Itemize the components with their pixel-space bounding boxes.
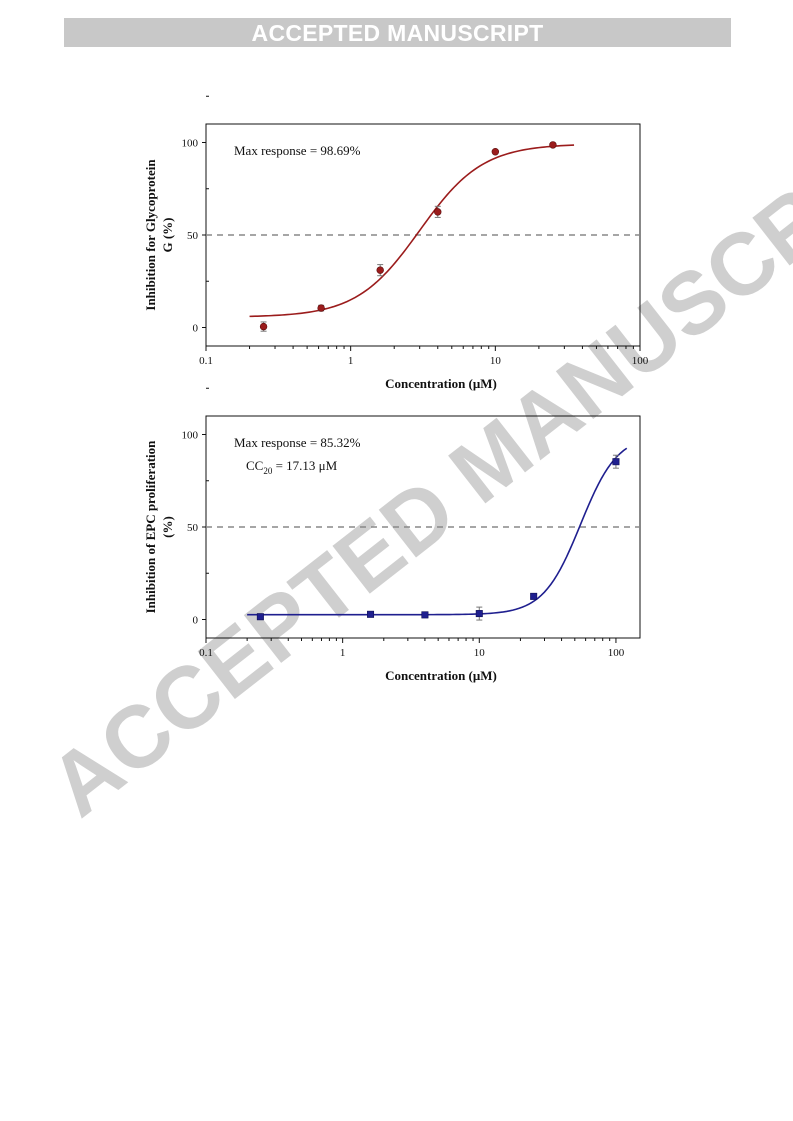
y-tick-label: 0 bbox=[193, 615, 199, 627]
x-tick-label: 1 bbox=[348, 355, 354, 367]
x-axis-label: Concentration (μM) bbox=[385, 668, 497, 683]
x-tick-label: 100 bbox=[608, 647, 625, 659]
data-point bbox=[549, 141, 557, 149]
annotation: CC20 = 17.13 μM bbox=[246, 458, 338, 476]
data-point bbox=[434, 208, 442, 216]
data-point bbox=[259, 322, 268, 331]
chart-epc-proliferation: 0 50 100 0.1 1 10 100 Concentration (μM) Inhibit… bbox=[143, 387, 641, 683]
annotation-text: CC bbox=[246, 458, 263, 473]
fit-curve bbox=[249, 144, 575, 318]
data-point bbox=[256, 613, 264, 621]
annotation: Max response = 98.69% bbox=[234, 143, 361, 158]
y-tick-label: 100 bbox=[182, 138, 199, 150]
x-tick-label: 0.1 bbox=[199, 647, 213, 659]
accepted-manuscript-banner: ACCEPTED MANUSCRIPT bbox=[64, 18, 731, 47]
y-axis-label: Inhibition for Glycoprotein bbox=[143, 159, 158, 311]
y-axis-label: (%) bbox=[160, 516, 175, 538]
data-point bbox=[530, 592, 538, 600]
annotation-subscript: 20 bbox=[263, 466, 273, 476]
x-axis-label: Concentration (μM) bbox=[385, 376, 497, 391]
y-axis-label: G (%) bbox=[160, 217, 175, 252]
chart-glycoprotein-inhibition: 0 50 100 0.1 1 10 100 Concentration (μM) Inhibit… bbox=[143, 95, 649, 391]
annotation-text: Max response = 98.69% bbox=[234, 143, 361, 158]
y-axis-label: Inhibition of EPC proliferation bbox=[143, 440, 158, 614]
data-point bbox=[317, 304, 325, 312]
y-tick-label: 50 bbox=[187, 522, 199, 534]
data-point bbox=[421, 611, 429, 619]
x-tick-label: 10 bbox=[490, 355, 502, 367]
x-tick-label: 100 bbox=[632, 355, 649, 367]
data-point bbox=[367, 610, 375, 618]
x-tick-label: 0.1 bbox=[199, 355, 213, 367]
annotation: Max response = 85.32% bbox=[234, 435, 361, 450]
data-point bbox=[612, 458, 620, 466]
y-tick-label: 100 bbox=[182, 430, 199, 442]
data-point bbox=[491, 148, 500, 156]
data-point bbox=[376, 266, 384, 274]
data-point bbox=[475, 610, 483, 618]
annotation-text-after: = 17.13 μM bbox=[272, 458, 337, 473]
x-tick-label: 10 bbox=[474, 647, 486, 659]
x-tick-label: 1 bbox=[340, 647, 346, 659]
y-tick-label: 0 bbox=[193, 323, 199, 335]
fit-curve bbox=[247, 447, 628, 616]
y-tick-label: 50 bbox=[187, 230, 199, 242]
annotation-text: Max response = 85.32% bbox=[234, 435, 361, 450]
